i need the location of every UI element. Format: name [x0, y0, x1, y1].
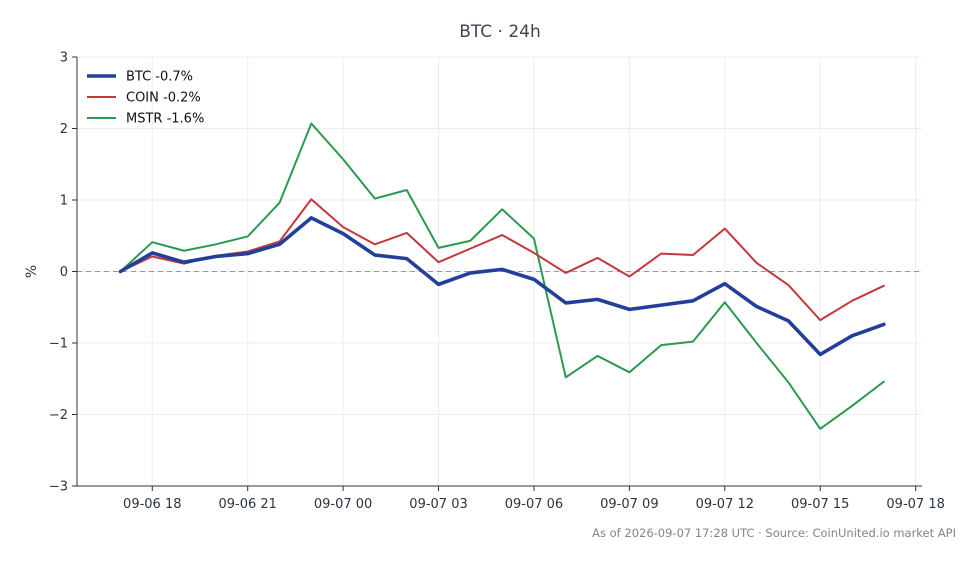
y-tick-label: 1	[60, 194, 68, 209]
y-axis-label: %	[24, 265, 40, 278]
x-tick-label: 09-07 03	[409, 497, 467, 512]
series-line-mstr	[119, 122, 885, 430]
series-line-btc	[118, 216, 886, 357]
chart-title: BTC · 24h	[459, 22, 541, 42]
x-ticks: 09-06 18 09-06 21 09-07 00 09-07 03 09-07 06…	[123, 486, 945, 512]
legend-label-mstr: MSTR -1.6%	[126, 112, 204, 127]
y-tick-label: −2	[49, 408, 68, 423]
series-lines	[118, 122, 886, 430]
y-ticks: 3 2 1 0 −1 −2 −3	[49, 51, 77, 495]
x-tick-label: 09-07 15	[791, 497, 849, 512]
legend-label-coin: COIN -0.2%	[126, 91, 201, 106]
y-tick-label: 2	[60, 122, 68, 137]
x-tick-label: 09-06 21	[218, 497, 276, 512]
series-line-coin	[119, 198, 885, 322]
x-tick-label: 09-06 18	[123, 497, 181, 512]
y-tick-label: −3	[49, 480, 68, 495]
x-tick-label: 09-07 00	[314, 497, 372, 512]
x-tick-label: 09-07 18	[886, 497, 944, 512]
y-tick-label: 0	[60, 265, 68, 280]
x-tick-label: 09-07 06	[505, 497, 563, 512]
legend: BTC -0.7% COIN -0.2% MSTR -1.6%	[87, 70, 204, 127]
x-tick-label: 09-07 12	[696, 497, 754, 512]
source-footer: As of 2026-09-07 17:28 UTC · Source: Coi…	[592, 526, 956, 540]
legend-label-btc: BTC -0.7%	[126, 70, 193, 85]
x-tick-label: 09-07 09	[600, 497, 658, 512]
y-tick-label: −1	[49, 337, 68, 352]
y-tick-label: 3	[60, 51, 68, 66]
